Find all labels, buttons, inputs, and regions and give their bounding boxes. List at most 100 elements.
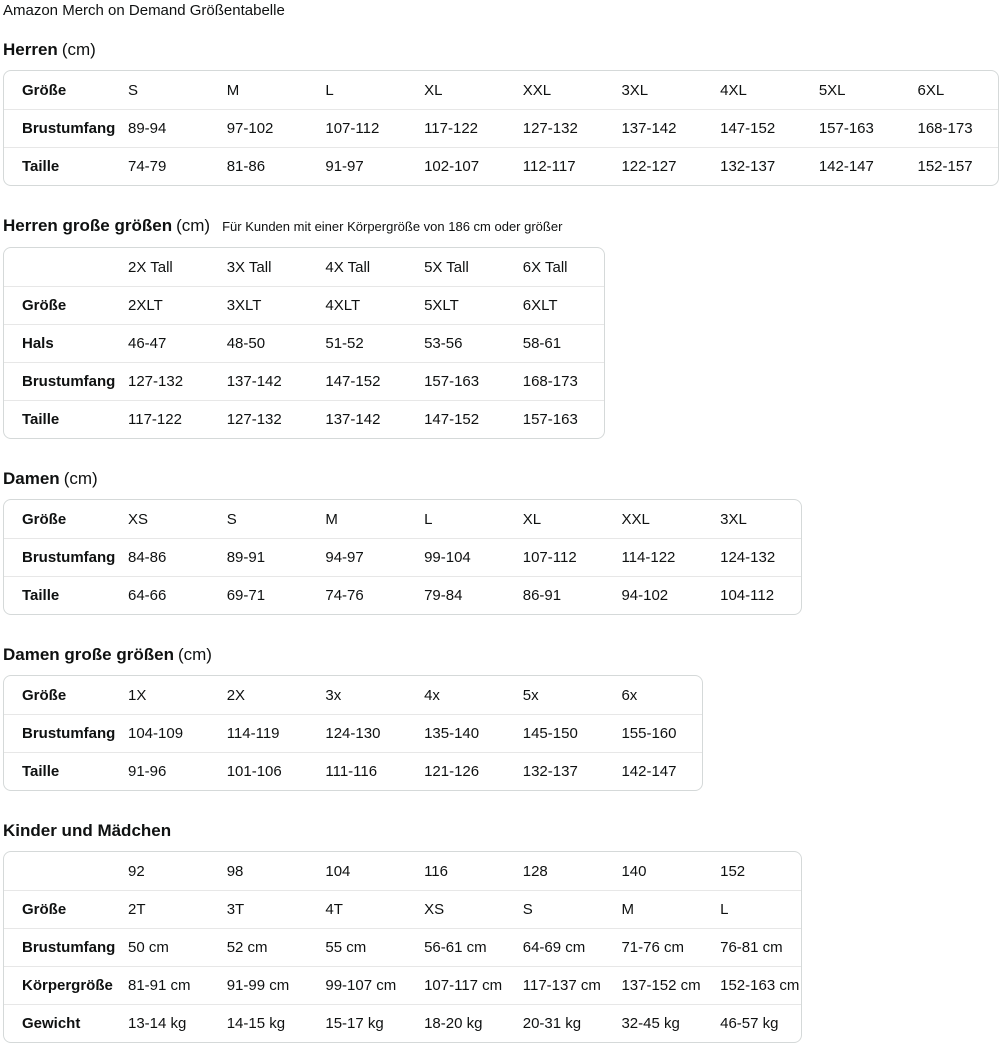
- value-cell: 145-150: [504, 714, 604, 752]
- value-cell: 1X: [128, 686, 147, 704]
- section-unit: (cm): [63, 469, 98, 488]
- value-cell: 157-163: [504, 400, 604, 438]
- value-cell: 3X Tall: [226, 258, 272, 276]
- value-cell: 92: [128, 862, 145, 880]
- table-row: 2X Tall 3X Tall 4X Tall 5X Tall 6X Tall: [4, 248, 604, 286]
- value-cell: 121-126: [406, 752, 505, 790]
- value-cell: 4T: [307, 890, 407, 928]
- section-3: Damen große größen (cm) Größe 1X 2X 3x 4x 5x 6x B…: [3, 644, 997, 791]
- size-table: Größe 1X 2X 3x 4x 5x 6x Brustumfang 104-109 114-1…: [3, 675, 704, 791]
- value-cell: 137-142: [208, 362, 308, 400]
- table-row: Brustumfang 127-132 137-142 147-152 157-163 1…: [4, 362, 604, 400]
- value-cell: 86-91: [504, 576, 604, 614]
- value-cell: 155-160: [603, 714, 703, 752]
- value-cell: 64-66: [110, 576, 209, 614]
- value-cell: M: [325, 510, 338, 528]
- value-cell: 102-107: [406, 147, 505, 185]
- value-cell: 4x: [424, 686, 440, 704]
- value-cell: 140: [621, 862, 647, 880]
- value-cell: 117-137 cm: [504, 966, 604, 1004]
- table-row: Brustumfang 89-94 97-102 107-112 117-122 127-…: [4, 109, 999, 147]
- value-cell: XL: [522, 510, 542, 528]
- row-label-cell: Taille: [4, 752, 110, 790]
- row-label-cell: Größe: [22, 81, 67, 99]
- value-cell: 5X Tall: [424, 258, 469, 276]
- row-label-cell: Größe: [4, 286, 110, 324]
- row-label-cell: Hals: [4, 324, 110, 362]
- value-cell: 52 cm: [208, 928, 308, 966]
- value-cell: 4XLT: [307, 286, 407, 324]
- row-label-cell: Taille: [4, 400, 110, 438]
- value-cell: 6X Tall: [522, 258, 568, 276]
- value-cell: 152-157: [899, 147, 999, 185]
- value-cell: 2XLT: [110, 286, 209, 324]
- section-0: Herren (cm) Größe S M L XL XXL 3XL 4XL 5XL 6XL Brust…: [3, 39, 1000, 186]
- section-title: Kinder und Mädchen: [3, 821, 172, 840]
- row-label-cell: Körpergröße: [4, 966, 113, 1004]
- value-cell: 94-97: [307, 538, 407, 576]
- value-cell: 4X Tall: [325, 258, 371, 276]
- value-cell: 56-61 cm: [406, 928, 505, 966]
- value-cell: 50 cm: [110, 928, 209, 966]
- value-cell: XS: [128, 510, 149, 528]
- row-label-cell: Brustumfang: [4, 928, 115, 966]
- table-row: Größe 2T 3T 4T XS S M L: [4, 890, 801, 928]
- value-cell: 4XL: [720, 81, 747, 99]
- section-heading: Damen große größen (cm): [3, 644, 997, 665]
- value-cell: 147-152: [307, 362, 407, 400]
- value-cell: 46-57 kg: [702, 1004, 801, 1042]
- row-label-cell: Brustumfang: [4, 714, 115, 752]
- value-cell: L: [702, 890, 801, 928]
- section-heading: Herren große größen (cm) Für Kunden mit ei…: [3, 215, 997, 237]
- value-cell: 114-119: [208, 714, 308, 752]
- table-row: Hals 46-47 48-50 51-52 53-56 58-61: [4, 324, 604, 362]
- section-heading: Damen (cm): [3, 468, 997, 489]
- value-cell: 114-122: [603, 538, 703, 576]
- row-label-cell: [4, 248, 110, 286]
- value-cell: 3XL: [621, 81, 649, 99]
- value-cell: 3XLT: [208, 286, 308, 324]
- table-row: Größe 1X 2X 3x 4x 5x 6x: [4, 676, 702, 714]
- table-row: Taille 117-122 127-132 137-142 147-152 157-16…: [4, 400, 604, 438]
- value-cell: 104-109: [110, 714, 209, 752]
- value-cell: 3T: [208, 890, 308, 928]
- value-cell: 157-163: [800, 109, 900, 147]
- value-cell: XS: [406, 890, 505, 928]
- row-label-cell: Größe: [22, 510, 67, 528]
- value-cell: 137-142: [307, 400, 407, 438]
- value-cell: 107-117 cm: [406, 966, 505, 1004]
- value-cell: 104-112: [702, 576, 801, 614]
- row-label-cell: Brustumfang: [4, 362, 115, 400]
- value-cell: 3XL: [720, 510, 747, 528]
- value-cell: S: [128, 81, 139, 99]
- value-cell: 69-71: [208, 576, 308, 614]
- table-row: Körpergröße 81-91 cm 91-99 cm 99-107 cm 107-…: [4, 966, 801, 1004]
- value-cell: 132-137: [702, 147, 801, 185]
- value-cell: 15-17 kg: [307, 1004, 407, 1042]
- value-cell: 14-15 kg: [208, 1004, 308, 1042]
- value-cell: 97-102: [208, 109, 308, 147]
- value-cell: 152-163 cm: [702, 966, 801, 1004]
- value-cell: 98: [226, 862, 244, 880]
- value-cell: 91-97: [307, 147, 407, 185]
- value-cell: 127-132: [110, 362, 209, 400]
- value-cell: 137-142: [603, 109, 703, 147]
- value-cell: 53-56: [406, 324, 505, 362]
- value-cell: 81-86: [208, 147, 308, 185]
- size-table: 2X Tall 3X Tall 4X Tall 5X Tall 6X Tall Größe…: [3, 247, 605, 439]
- table-row: Taille 64-66 69-71 74-76 79-84 86-91 94-102 104…: [4, 576, 801, 614]
- value-cell: 3x: [325, 686, 342, 704]
- table-row: Größe 2XLT 3XLT 4XLT 5XLT 6XLT: [4, 286, 604, 324]
- value-cell: 81-91 cm: [110, 966, 209, 1004]
- section-title: Herren: [3, 40, 58, 59]
- value-cell: 157-163: [406, 362, 505, 400]
- value-cell: 128: [522, 862, 548, 880]
- value-cell: 6XLT: [504, 286, 604, 324]
- row-label-cell: Größe: [4, 890, 110, 928]
- value-cell: 111-116: [307, 752, 407, 790]
- value-cell: 2X: [226, 686, 246, 704]
- value-cell: 64-69 cm: [504, 928, 604, 966]
- value-cell: 91-96: [110, 752, 209, 790]
- value-cell: 48-50: [208, 324, 308, 362]
- value-cell: 117-122: [406, 109, 505, 147]
